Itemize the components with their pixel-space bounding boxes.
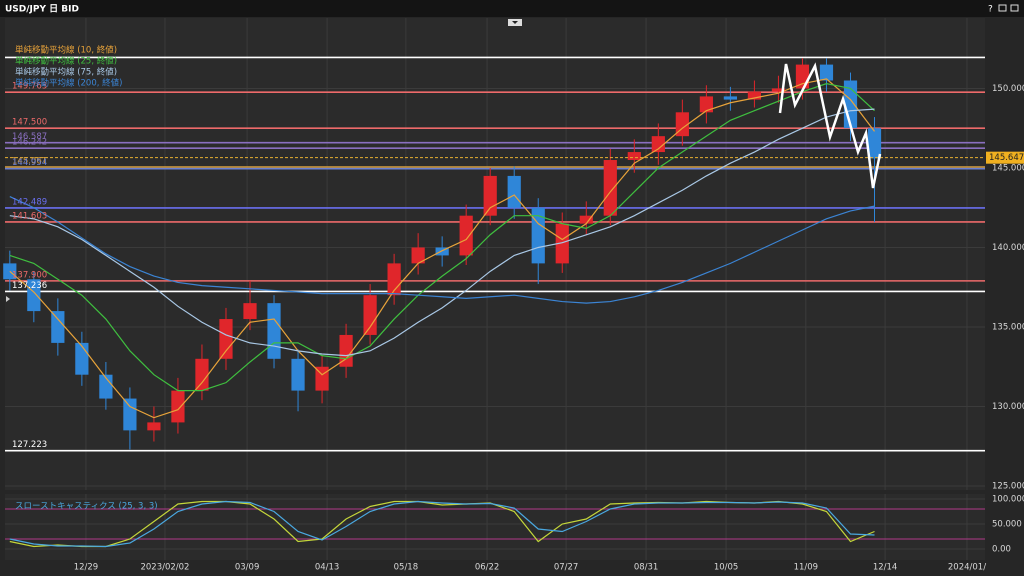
y-tick-label: 140.000 <box>992 243 1024 253</box>
price-level-label: 144.954 <box>12 158 47 168</box>
moving-average <box>9 196 875 304</box>
x-tick-label: 12/29 <box>74 563 99 573</box>
y-tick-label: 130.000 <box>992 402 1024 412</box>
y-tick-label: 135.000 <box>992 322 1024 332</box>
candle-body <box>675 112 689 137</box>
x-tick-label: 10/05 <box>714 563 739 573</box>
x-tick-label: 04/13 <box>315 563 340 573</box>
y-tick-label: 50.000 <box>992 520 1022 530</box>
panel-title: スローストキャスティクス (25, 3, 3) <box>15 502 158 512</box>
moving-average <box>9 78 875 419</box>
candle-body <box>411 247 425 264</box>
y-tick-label: 100.000 <box>992 495 1024 505</box>
x-tick-label: 2023/02/02 <box>140 563 189 573</box>
candle-body <box>171 390 185 423</box>
y-tick-label: 150.000 <box>992 84 1024 94</box>
candle-body <box>291 358 305 391</box>
candle-body <box>771 88 786 92</box>
candle-body <box>195 358 209 391</box>
x-tick-label: 06/22 <box>475 563 500 573</box>
candle-body <box>147 422 161 431</box>
price-level-label: 146.242 <box>12 138 47 148</box>
y-tick-label: 145.000 <box>992 163 1024 173</box>
candle-body <box>363 295 377 335</box>
price-level-label: 137.900 <box>12 270 47 280</box>
candle-body <box>555 223 569 264</box>
price-level-label: 145.061 <box>12 156 47 166</box>
price-level-label: 142.489 <box>12 197 47 207</box>
stoch-line <box>9 500 875 548</box>
candle-body <box>51 311 65 343</box>
candle-body <box>27 279 41 312</box>
price-level-label: 137.236 <box>12 281 47 291</box>
legend-entry: 単純移動平均線 (75, 終値) <box>15 67 117 78</box>
legend-entry: 単純移動平均線 (25, 終値) <box>15 56 117 67</box>
moving-average <box>9 108 875 357</box>
candle-body <box>627 152 641 161</box>
candle-body <box>507 175 521 208</box>
x-tick-label: 05/18 <box>394 563 419 573</box>
x-tick-label: 2024/01/ <box>948 563 986 573</box>
candle-body <box>867 128 882 159</box>
price-level-label: 141.603 <box>12 211 47 221</box>
x-tick-label: 07/27 <box>554 563 579 573</box>
candle-body <box>123 398 137 431</box>
legend-entry: 単純移動平均線 (200, 終値) <box>15 78 122 89</box>
x-tick-label: 03/09 <box>235 563 260 573</box>
zigzag-drawing <box>778 62 882 189</box>
candle-body <box>603 160 617 216</box>
y-tick-label: 0.00 <box>992 545 1011 555</box>
y-tick-label: 125.000 <box>992 482 1024 492</box>
price-level-label: 127.223 <box>12 440 47 450</box>
candle-body <box>435 247 449 256</box>
candle-body <box>483 175 497 216</box>
legend-entry: 単純移動平均線 (10, 終値) <box>15 45 117 56</box>
marks <box>3 56 985 548</box>
candle-body <box>651 136 665 153</box>
price-level-label: 149.763 <box>12 82 47 92</box>
candle-body <box>579 215 593 224</box>
title-bar <box>0 0 1024 17</box>
window-title: USD/JPY 日 BID <box>5 4 79 15</box>
current-price-box <box>986 151 1024 164</box>
scroll-marker <box>6 296 10 302</box>
candle-body <box>219 319 233 359</box>
x-tick-label: 12/14 <box>873 563 898 573</box>
help-button[interactable]: ? <box>988 5 993 15</box>
candle-body <box>531 207 545 264</box>
price-level-label: 146.587 <box>12 132 47 142</box>
grid <box>5 18 985 560</box>
maximize-button[interactable] <box>998 4 1007 12</box>
current-price-label: 145.647 <box>989 153 1024 163</box>
collapse-icon <box>512 21 518 24</box>
candle-body <box>267 303 281 359</box>
candle-body <box>747 91 762 100</box>
candle-body <box>723 96 737 100</box>
x-tick-label: 08/31 <box>634 563 659 573</box>
close-button[interactable] <box>1010 4 1019 12</box>
candle-body <box>699 96 713 113</box>
price-level-label: 147.500 <box>12 118 47 128</box>
candle-body <box>75 342 89 375</box>
candle-body <box>819 64 834 81</box>
candle-body <box>243 303 257 320</box>
x-tick-label: 11/09 <box>794 563 819 573</box>
moving-average <box>9 83 875 392</box>
candle-body <box>99 374 113 399</box>
candle-body <box>459 215 473 256</box>
